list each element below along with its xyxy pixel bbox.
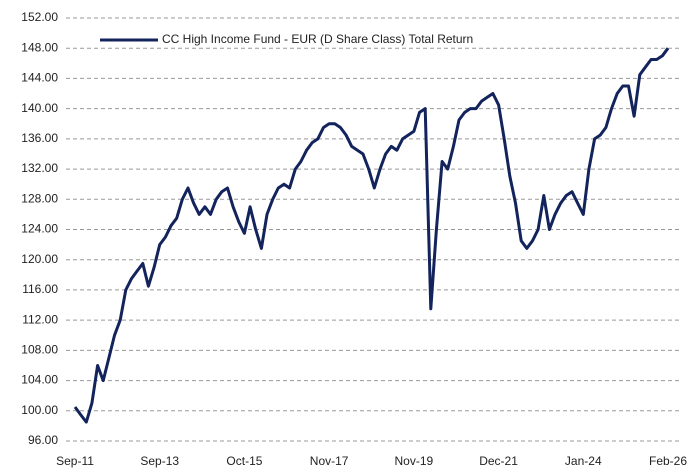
line-series bbox=[73, 47, 670, 424]
x-tick-label: Jan-24 bbox=[565, 454, 602, 468]
y-tick-label: 100.00 bbox=[21, 403, 58, 417]
x-tick-label: Oct-15 bbox=[226, 454, 262, 468]
y-tick-label: 132.00 bbox=[21, 161, 58, 175]
x-tick-label: Sep-11 bbox=[56, 454, 94, 468]
y-tick-label: 152.00 bbox=[21, 10, 58, 24]
y-tick-label: 116.00 bbox=[22, 282, 58, 296]
y-tick-label: 96.00 bbox=[28, 433, 58, 447]
y-tick-label: 104.00 bbox=[21, 373, 58, 387]
x-tick-label: Dec-21 bbox=[479, 454, 518, 468]
y-tick-label: 124.00 bbox=[21, 222, 58, 236]
y-tick-label: 128.00 bbox=[21, 191, 58, 205]
y-tick-label: 108.00 bbox=[21, 343, 58, 357]
y-tick-label: 144.00 bbox=[21, 71, 58, 85]
y-tick-label: 120.00 bbox=[21, 252, 58, 266]
legend-label: CC High Income Fund - EUR (D Share Class… bbox=[162, 32, 473, 46]
x-tick-label: Sep-13 bbox=[140, 454, 179, 468]
x-tick-label: Nov-17 bbox=[310, 454, 349, 468]
y-tick-label: 148.00 bbox=[21, 40, 58, 54]
x-tick-label: Nov-19 bbox=[395, 454, 434, 468]
x-tick-label: Feb-26 bbox=[649, 454, 687, 468]
y-tick-label: 112.00 bbox=[22, 312, 58, 326]
y-tick-label: 136.00 bbox=[21, 131, 58, 145]
y-tick-label: 140.00 bbox=[21, 101, 58, 115]
